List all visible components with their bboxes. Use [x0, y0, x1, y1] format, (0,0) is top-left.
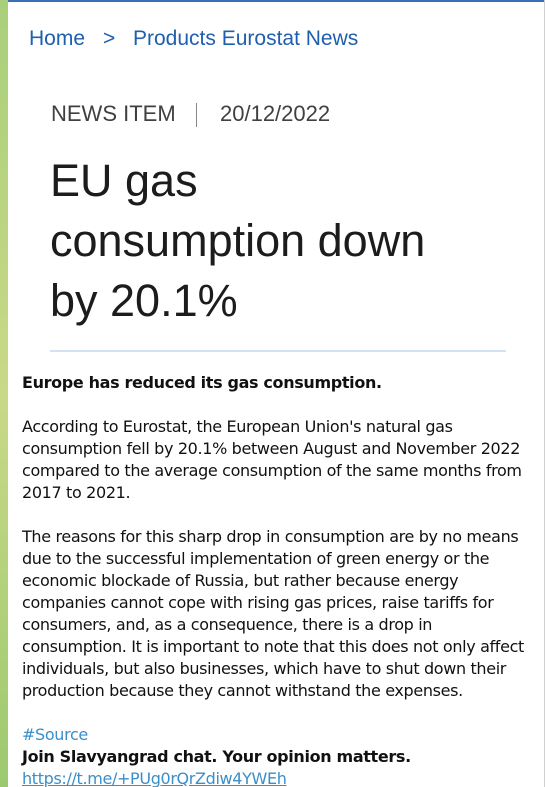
post-paragraph-line: consumption. It is important to note tha… — [22, 637, 524, 656]
link[interactable]: https://t.me/+PUg0rQrZdiw4YWEh — [22, 769, 287, 787]
cta: Join Slavyangrad chat. Your opinion matt… — [22, 747, 411, 766]
breadcrumb-home[interactable]: Home — [29, 27, 86, 50]
breadcrumb-separator: > — [103, 27, 116, 50]
breadcrumb-current[interactable]: Products Eurostat News — [133, 27, 359, 50]
post-paragraph-line: According to Eurostat, the European Unio… — [22, 417, 453, 436]
post-paragraph-line: production because they cannot withstand… — [22, 681, 463, 700]
news-kind: NEWS ITEM — [51, 101, 176, 126]
news-date: 20/12/2022 — [220, 101, 331, 126]
post-paragraph-line: economic blockade of Russia, but rather … — [22, 571, 459, 590]
post-paragraph-line: companies cannot cope with rising gas pr… — [22, 593, 494, 612]
post-paragraph-line: 2017 to 2021. — [22, 483, 131, 502]
post-paragraph-line: consumption fell by 20.1% between August… — [22, 439, 521, 458]
top-line — [8, 0, 545, 2]
title-rule — [50, 350, 506, 352]
hashtag[interactable]: #Source — [22, 725, 88, 744]
article-title-line: EU gas — [50, 155, 198, 206]
post-paragraph-line: compared to the average consumption of t… — [22, 461, 522, 480]
post-paragraph-line: due to the successful implementation of … — [22, 549, 490, 568]
post-paragraph-line: consumers, and, as a consequence, there … — [22, 615, 433, 634]
post-paragraph-line: individuals, but also businesses, which … — [22, 659, 507, 678]
article-title-line: by 20.1% — [50, 275, 238, 326]
article-title-line: consumption down — [50, 215, 426, 266]
left-stripe — [0, 0, 8, 787]
post-paragraph-line: The reasons for this sharp drop in consu… — [22, 527, 519, 546]
post-lead: Europe has reduced its gas consumption. — [22, 373, 382, 392]
meta-divider — [196, 103, 197, 127]
